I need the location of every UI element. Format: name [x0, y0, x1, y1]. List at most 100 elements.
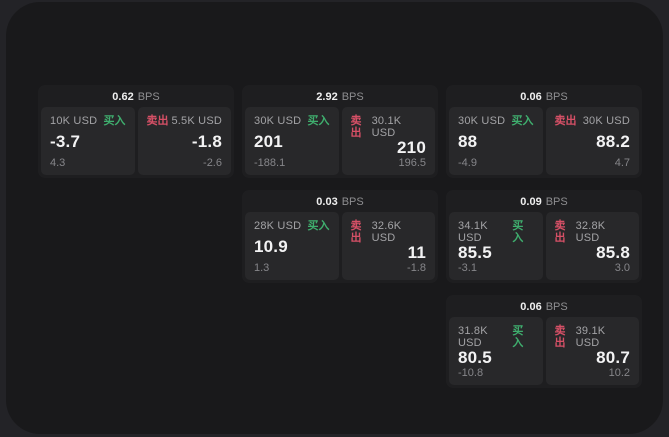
bps-value: 0.06: [520, 301, 542, 313]
sell-amount: 39.1K USD: [575, 325, 606, 349]
buy-price: 80.5: [458, 348, 492, 367]
quote-card: 0.62 BPS 10K USD 买入 -3.7 4.3 卖出 5.5K USD…: [38, 85, 234, 178]
quote-card: 2.92 BPS 30K USD 买入 201 -188.1 卖出 30.1K …: [242, 85, 438, 178]
buy-amount: 28K USD: [254, 220, 302, 232]
buy-price: 85.5: [458, 243, 492, 262]
buy-delta: 1.3: [254, 262, 270, 274]
sell-amount: 30.1K USD: [371, 115, 402, 139]
buy-amount: 30K USD: [458, 115, 506, 127]
buy-price: 88: [458, 132, 478, 151]
buy-panel-top: 10K USD 买入: [50, 115, 126, 127]
buy-panel-top: 30K USD 买入: [254, 115, 330, 127]
sell-delta: 4.7: [614, 157, 630, 169]
buy-label: 买入: [512, 220, 524, 244]
card-header: 0.06 BPS: [446, 295, 642, 316]
buy-label: 买入: [307, 115, 330, 127]
bps-unit-label: BPS: [341, 91, 364, 103]
sell-amount: 32.6K USD: [371, 220, 402, 244]
sell-panel-top: 卖出 5.5K USD: [147, 115, 223, 127]
bps-unit-label: BPS: [545, 91, 568, 103]
card-body: 31.8K USD 买入 80.5 -10.8 卖出 39.1K USD 80.…: [446, 316, 642, 388]
card-body: 10K USD 买入 -3.7 4.3 卖出 5.5K USD -1.8 -2.…: [38, 106, 234, 178]
bps-unit-label: BPS: [545, 301, 568, 313]
sell-delta: -2.6: [203, 157, 222, 169]
quote-card: 0.06 BPS 31.8K USD 买入 80.5 -10.8 卖出 39.1…: [446, 295, 642, 388]
card-body: 34.1K USD 买入 85.5 -3.1 卖出 32.8K USD 85.8…: [446, 211, 642, 283]
sell-delta: 3.0: [614, 262, 630, 274]
sell-quote-panel[interactable]: 卖出 32.8K USD 85.8 3.0: [545, 212, 639, 280]
sell-quote-panel[interactable]: 卖出 39.1K USD 80.7 10.2: [545, 317, 639, 385]
buy-panel-top: 31.8K USD 买入: [458, 325, 534, 349]
bps-value: 0.06: [520, 91, 542, 103]
buy-amount: 31.8K USD: [458, 325, 488, 349]
buy-quote-panel[interactable]: 30K USD 买入 88 -4.9: [449, 107, 543, 175]
buy-quote-panel[interactable]: 30K USD 买入 201 -188.1: [245, 107, 339, 175]
buy-amount: 34.1K USD: [458, 220, 488, 244]
buy-delta: 4.3: [50, 157, 66, 169]
card-body: 28K USD 买入 10.9 1.3 卖出 32.6K USD 11 -1.8: [242, 211, 438, 283]
sell-label: 卖出: [146, 115, 169, 127]
main-panel: 0.62 BPS 10K USD 买入 -3.7 4.3 卖出 5.5K USD…: [6, 2, 663, 434]
buy-price: -3.7: [50, 132, 81, 151]
bps-value: 0.09: [520, 196, 542, 208]
buy-label: 买入: [512, 325, 524, 349]
sell-price: 11: [407, 243, 426, 262]
bps-unit-label: BPS: [341, 196, 364, 208]
buy-label: 买入: [511, 115, 534, 127]
sell-panel-top: 卖出 39.1K USD: [555, 325, 631, 349]
card-header: 2.92 BPS: [242, 85, 438, 106]
sell-price: 85.8: [596, 243, 630, 262]
buy-delta: -3.1: [458, 262, 477, 274]
buy-quote-panel[interactable]: 28K USD 买入 10.9 1.3: [245, 212, 339, 280]
bps-value: 0.62: [112, 91, 134, 103]
sell-label: 卖出: [554, 325, 566, 349]
sell-panel-top: 卖出 32.6K USD: [351, 220, 427, 244]
card-header: 0.62 BPS: [38, 85, 234, 106]
bps-value: 2.92: [316, 91, 338, 103]
buy-amount: 30K USD: [254, 115, 302, 127]
buy-quote-panel[interactable]: 31.8K USD 买入 80.5 -10.8: [449, 317, 543, 385]
card-header: 0.09 BPS: [446, 190, 642, 211]
buy-delta: -10.8: [458, 367, 484, 379]
card-body: 30K USD 买入 88 -4.9 卖出 30K USD 88.2 4.7: [446, 106, 642, 178]
sell-quote-panel[interactable]: 卖出 32.6K USD 11 -1.8: [341, 212, 435, 280]
sell-amount: 5.5K USD: [171, 115, 222, 127]
quote-card: 0.06 BPS 30K USD 买入 88 -4.9 卖出 30K USD 8…: [446, 85, 642, 178]
quote-card: 0.09 BPS 34.1K USD 买入 85.5 -3.1 卖出 32.8K…: [446, 190, 642, 283]
buy-delta: -4.9: [458, 157, 477, 169]
cards-grid: 0.62 BPS 10K USD 买入 -3.7 4.3 卖出 5.5K USD…: [38, 85, 642, 388]
sell-delta: 196.5: [398, 157, 426, 169]
sell-price: 210: [397, 138, 426, 157]
buy-quote-panel[interactable]: 34.1K USD 买入 85.5 -3.1: [449, 212, 543, 280]
sell-amount: 32.8K USD: [575, 220, 606, 244]
buy-panel-top: 34.1K USD 买入: [458, 220, 534, 244]
quote-card: 0.03 BPS 28K USD 买入 10.9 1.3 卖出 32.6K US…: [242, 190, 438, 283]
card-header: 0.06 BPS: [446, 85, 642, 106]
buy-quote-panel[interactable]: 10K USD 买入 -3.7 4.3: [41, 107, 135, 175]
sell-price: -1.8: [191, 132, 222, 151]
sell-label: 卖出: [554, 115, 577, 127]
buy-amount: 10K USD: [50, 115, 98, 127]
sell-price: 80.7: [596, 348, 630, 367]
sell-price: 88.2: [596, 132, 630, 151]
sell-label: 卖出: [350, 115, 362, 139]
sell-panel-top: 卖出 30K USD: [555, 115, 631, 127]
buy-label: 买入: [307, 220, 330, 232]
buy-price: 10.9: [254, 237, 288, 256]
buy-panel-top: 28K USD 买入: [254, 220, 330, 232]
sell-label: 卖出: [554, 220, 566, 244]
sell-quote-panel[interactable]: 卖出 5.5K USD -1.8 -2.6: [137, 107, 231, 175]
buy-panel-top: 30K USD 买入: [458, 115, 534, 127]
sell-quote-panel[interactable]: 卖出 30.1K USD 210 196.5: [341, 107, 435, 175]
bps-unit-label: BPS: [545, 196, 568, 208]
bps-unit-label: BPS: [137, 91, 160, 103]
sell-quote-panel[interactable]: 卖出 30K USD 88.2 4.7: [545, 107, 639, 175]
sell-label: 卖出: [350, 220, 362, 244]
sell-delta: 10.2: [608, 367, 630, 379]
buy-delta: -188.1: [254, 157, 286, 169]
sell-delta: -1.8: [407, 262, 426, 274]
sell-amount: 30K USD: [582, 115, 630, 127]
buy-price: 201: [254, 132, 283, 151]
sell-panel-top: 卖出 30.1K USD: [351, 115, 427, 139]
sell-panel-top: 卖出 32.8K USD: [555, 220, 631, 244]
